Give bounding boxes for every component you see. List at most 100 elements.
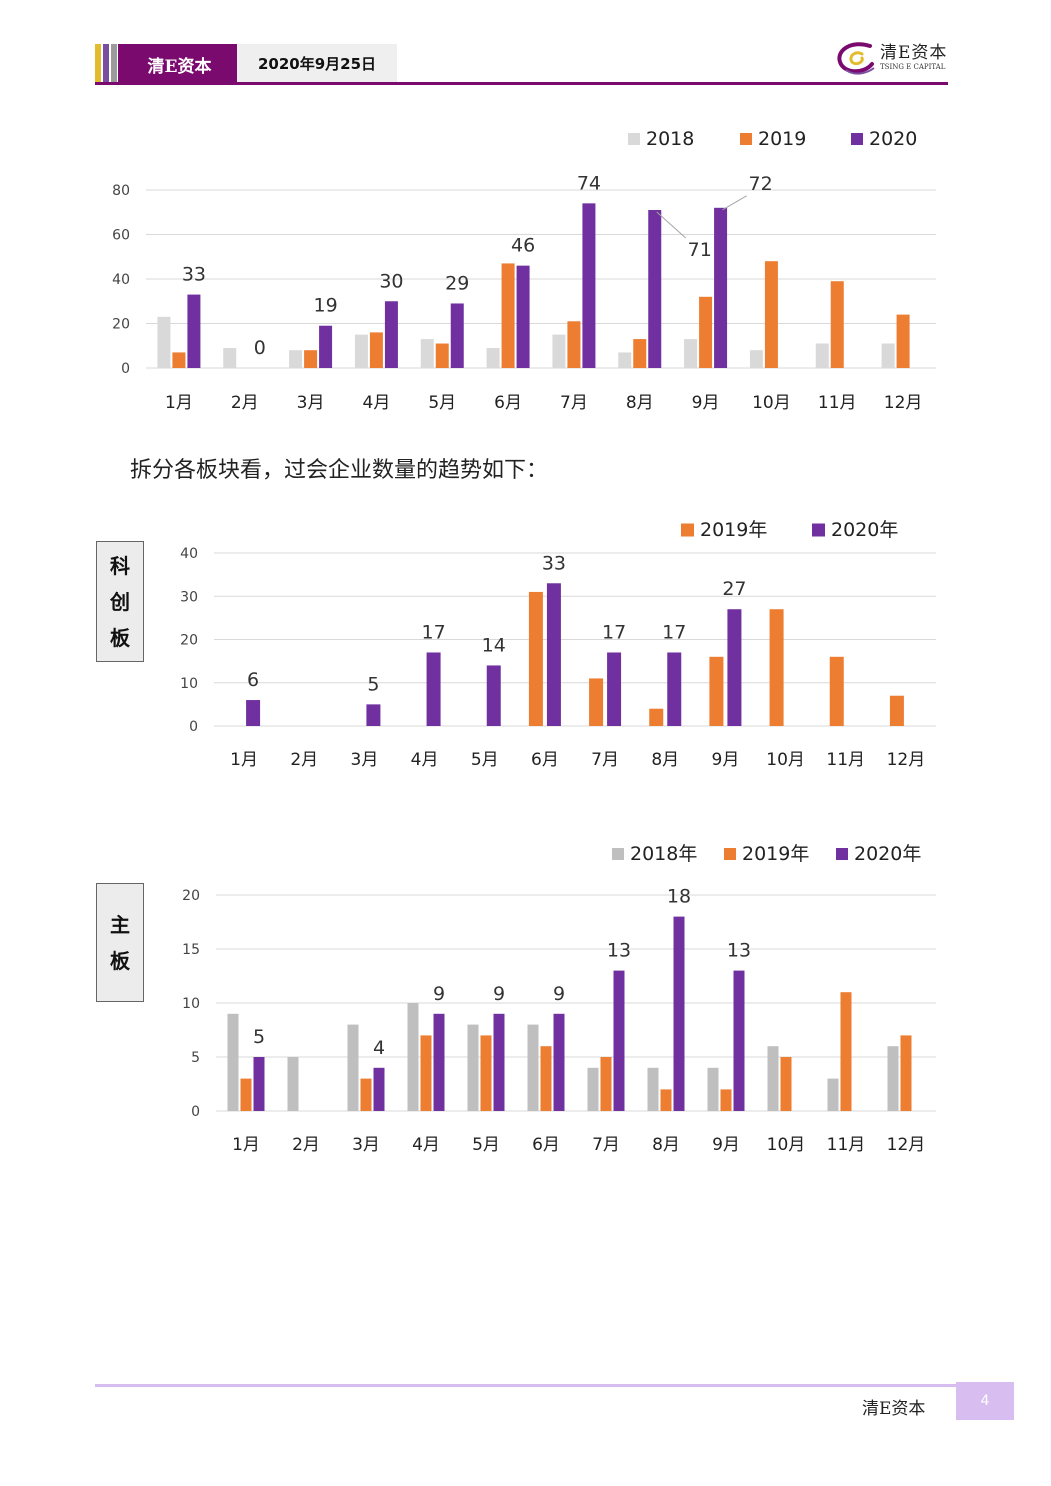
data-label: 30 — [379, 270, 403, 292]
legend-swatch — [740, 133, 752, 145]
bar-2018-12月 — [881, 343, 895, 368]
x-category-label: 6月 — [531, 750, 559, 770]
label-leader-line — [722, 195, 747, 211]
y-tick-label: 0 — [189, 719, 198, 735]
logo-english-text: TSING E CAPITAL — [880, 63, 946, 71]
bar-2020-5月 — [450, 303, 464, 368]
data-label: 17 — [421, 621, 445, 643]
x-category-label: 4月 — [363, 393, 391, 413]
x-category-label: 11月 — [818, 393, 857, 413]
x-category-label: 10月 — [752, 393, 791, 413]
x-category-label: 12月 — [887, 1135, 926, 1155]
bar-2020-1月 — [187, 294, 201, 368]
x-category-label: 12月 — [887, 750, 926, 770]
bar-2018-2月 — [223, 347, 237, 368]
bar-2020年-5月 — [493, 1013, 505, 1111]
legend-swatch — [612, 848, 624, 860]
y-tick-label: 20 — [182, 888, 200, 904]
chart-star-market: 0 10 20 30 40 1月 6 2月 3月 5 4月 17 5月 14 6月 33 7月 17 8月 17 9月 2… — [180, 519, 936, 770]
bar-2020年-9月 — [733, 970, 745, 1111]
x-category-label: 1月 — [230, 750, 258, 770]
board-label-char: 板 — [110, 625, 130, 650]
bar-2019年-1月 — [240, 1078, 252, 1111]
x-category-label: 11月 — [826, 750, 865, 770]
bar-2020年-1月 — [253, 1057, 265, 1111]
bar-2020年-8月 — [673, 916, 685, 1111]
x-category-label: 3月 — [352, 1135, 380, 1155]
x-category-label: 2月 — [292, 1135, 320, 1155]
company-logo-icon — [837, 42, 875, 75]
bar-2018年-9月 — [707, 1067, 719, 1111]
chart-overall-monthly: 0 20 40 60 80 1月 33 2月 0 3月 19 4月 30 5月 29 6月 46 7月 74 8月 71… — [112, 128, 936, 413]
data-label: 29 — [445, 272, 469, 294]
x-category-label: 4月 — [412, 1135, 440, 1155]
data-label: 13 — [727, 940, 751, 962]
y-tick-label: 20 — [180, 633, 198, 649]
bar-2018-4月 — [354, 334, 368, 368]
x-category-label: 10月 — [767, 1135, 806, 1155]
data-label: 19 — [313, 295, 337, 317]
bar-2019年-8月 — [649, 708, 664, 726]
bar-2018-6月 — [486, 347, 500, 368]
y-tick-label: 15 — [182, 942, 200, 958]
y-tick-label: 30 — [180, 589, 198, 605]
header-divider — [95, 82, 948, 85]
y-tick-label: 60 — [112, 228, 130, 244]
logo-chinese-text: 清E资本 — [880, 43, 948, 63]
board-label-star-market: 科创板 — [96, 541, 144, 662]
bar-2018-11月 — [815, 343, 829, 368]
data-label: 46 — [511, 235, 535, 257]
y-tick-label: 0 — [191, 1104, 200, 1120]
bar-2019-12月 — [896, 314, 910, 368]
page-number: 4 — [956, 1382, 1014, 1420]
header-stripe-gray — [111, 44, 117, 85]
legend-label: 2018 — [646, 128, 694, 150]
section-intro-text: 拆分各板块看，过会企业数量的趋势如下： — [130, 458, 549, 483]
bar-2020-3月 — [319, 325, 333, 368]
header-date: 2020年9月25日 — [237, 44, 397, 82]
legend-swatch — [724, 848, 736, 860]
x-category-label: 7月 — [592, 1135, 620, 1155]
bar-2020年-1月 — [246, 700, 261, 726]
legend-label: 2019年 — [700, 519, 767, 541]
x-category-label: 7月 — [591, 750, 619, 770]
data-label: 71 — [688, 239, 712, 261]
x-category-label: 1月 — [232, 1135, 260, 1155]
data-label: 17 — [602, 621, 626, 643]
legend-swatch — [681, 523, 694, 537]
header-brand: 清E资本 — [122, 44, 237, 85]
board-label-char: 板 — [110, 948, 130, 973]
bar-2018年-10月 — [767, 1046, 779, 1111]
bar-2020年-7月 — [613, 970, 625, 1111]
bar-2020-8月 — [648, 210, 662, 368]
board-label-char: 主 — [110, 912, 130, 937]
y-tick-label: 0 — [121, 361, 130, 377]
data-label: 6 — [247, 669, 259, 691]
x-category-label: 6月 — [494, 393, 522, 413]
bar-2020年-3月 — [366, 704, 381, 726]
y-tick-label: 80 — [112, 183, 130, 199]
bar-2019年-9月 — [709, 656, 724, 726]
board-label-main-board: 主板 — [96, 883, 144, 1002]
bar-2019年-10月 — [769, 609, 784, 726]
bar-2020-7月 — [582, 203, 596, 368]
x-category-label: 8月 — [626, 393, 654, 413]
data-label: 72 — [748, 173, 772, 195]
x-category-label: 11月 — [827, 1135, 866, 1155]
bar-2020-6月 — [516, 265, 530, 368]
chart-main-board: 0 5 10 15 20 1月 5 2月 3月 4 4月 9 5月 9 6月 9 7月 13 8月 18 9月 13 10月… — [182, 843, 936, 1155]
footer-brand: 清E资本 — [862, 1399, 926, 1419]
legend-label: 2018年 — [630, 843, 697, 865]
bar-2019-5月 — [435, 343, 449, 368]
bar-2019年-3月 — [360, 1078, 372, 1111]
x-category-label: 7月 — [560, 393, 588, 413]
legend-label: 2020年 — [831, 519, 898, 541]
data-label: 9 — [433, 983, 445, 1005]
data-label: 5 — [253, 1026, 265, 1048]
data-label: 4 — [373, 1037, 385, 1059]
x-category-label: 9月 — [712, 1135, 740, 1155]
legend-label: 2020年 — [854, 843, 921, 865]
x-category-label: 10月 — [766, 750, 805, 770]
x-category-label: 8月 — [652, 1135, 680, 1155]
bar-2019-4月 — [369, 332, 383, 368]
